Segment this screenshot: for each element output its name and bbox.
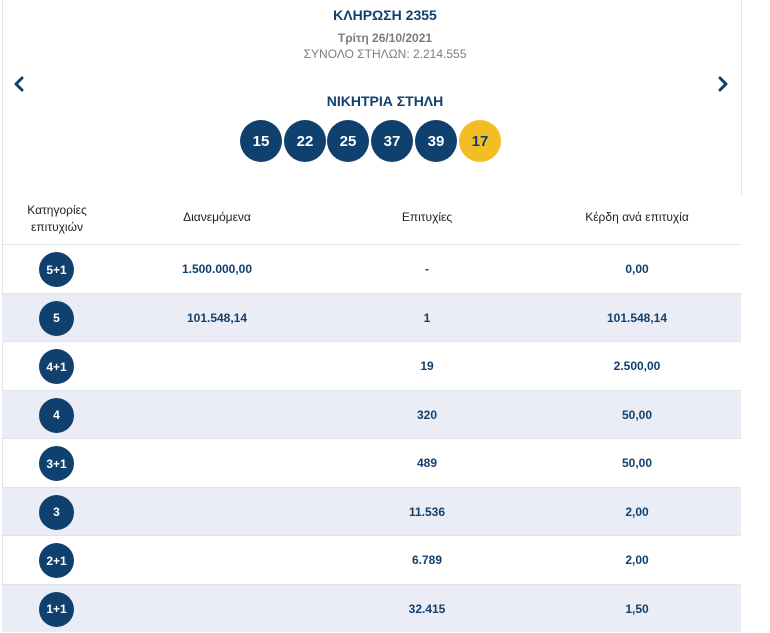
distributed-cell <box>142 536 292 584</box>
table-row: 3 11.536 2,00 <box>2 486 741 536</box>
prize-categories-table: Κατηγορίες επιτυχιών Διανεμόμενα Επιτυχί… <box>2 196 741 632</box>
winners-cell: 11.536 <box>408 504 446 519</box>
prize-cell: 2,00 <box>625 553 649 567</box>
winners-cell: 6.789 <box>411 553 443 567</box>
table-row: 4+1 19 2.500,00 <box>2 341 741 390</box>
category-badge: 5 <box>39 300 74 336</box>
total-columns: ΣΥΝΟΛΟ ΣΤΗΛΩΝ: 2.214.555 <box>303 47 467 61</box>
winners-cell: - <box>425 262 429 276</box>
category-badge: 3+1 <box>39 446 74 481</box>
winning-number-ball: 25 <box>327 120 369 162</box>
distributed-cell: 1.500.000,00 <box>181 262 253 276</box>
category-badge: 4 <box>39 397 74 433</box>
category-badge: 3 <box>39 494 74 530</box>
divider-right <box>741 0 742 195</box>
winning-column-title: ΝΙΚΗΤΡΙΑ ΣΤΗΛΗ <box>326 93 444 109</box>
prize-cell: 2,00 <box>625 504 649 519</box>
table-row: 5+1 1.500.000,00 - 0,00 <box>2 244 741 293</box>
table-header: Κατηγορίες επιτυχιών Διανεμόμενα Επιτυχί… <box>2 196 741 244</box>
header-prize: Κέρδη ανά επιτυχία <box>585 210 689 224</box>
winners-cell: 320 <box>416 407 438 422</box>
draw-title: ΚΛΗΡΩΣΗ 2355 <box>333 7 437 23</box>
chevron-right-icon <box>718 76 728 92</box>
header-category: Κατηγορίες επιτυχιών <box>27 203 87 234</box>
table-row: 1+1 32.415 1,50 <box>2 583 741 633</box>
category-badge: 4+1 <box>39 349 74 384</box>
distributed-cell: 101.548,14 <box>186 310 248 325</box>
table-row: 5 101.548,14 1 101.548,14 <box>2 292 741 341</box>
winners-cell: 1 <box>423 310 431 325</box>
distributed-cell <box>142 585 292 633</box>
category-badge: 1+1 <box>39 591 74 627</box>
header-winners: Επιτυχίες <box>401 210 453 224</box>
distributed-cell <box>142 439 292 487</box>
prize-cell: 101.548,14 <box>606 310 668 325</box>
winning-number-ball: 39 <box>415 120 457 162</box>
prize-cell: 0,00 <box>625 262 649 276</box>
prize-cell: 50,00 <box>621 456 653 470</box>
chevron-left-icon <box>14 76 24 92</box>
table-row: 4 320 50,00 <box>2 389 741 439</box>
winning-numbers: 15 22 25 37 39 17 <box>240 120 504 162</box>
prize-cell: 1,50 <box>625 601 649 616</box>
bonus-number-ball: 17 <box>459 120 501 162</box>
winning-number-ball: 15 <box>240 120 282 162</box>
previous-draw-button[interactable] <box>9 70 29 98</box>
table-row: 2+1 6.789 2,00 <box>2 535 741 584</box>
header-distributed: Διανεμόμενα <box>183 210 251 224</box>
winners-cell: 19 <box>420 359 434 373</box>
winning-number-ball: 37 <box>371 120 413 162</box>
winners-cell: 32.415 <box>408 601 446 616</box>
category-badge: 2+1 <box>39 543 74 578</box>
draw-date: Τρίτη 26/10/2021 <box>337 31 433 45</box>
category-badge: 5+1 <box>39 252 74 287</box>
next-draw-button[interactable] <box>713 70 733 98</box>
distributed-cell <box>142 342 292 390</box>
prize-cell: 50,00 <box>621 407 653 422</box>
distributed-cell <box>142 391 292 439</box>
distributed-cell <box>142 488 292 536</box>
winning-number-ball: 22 <box>284 120 326 162</box>
prize-cell: 2.500,00 <box>613 359 661 373</box>
winners-cell: 489 <box>416 456 438 470</box>
table-row: 3+1 489 50,00 <box>2 438 741 487</box>
